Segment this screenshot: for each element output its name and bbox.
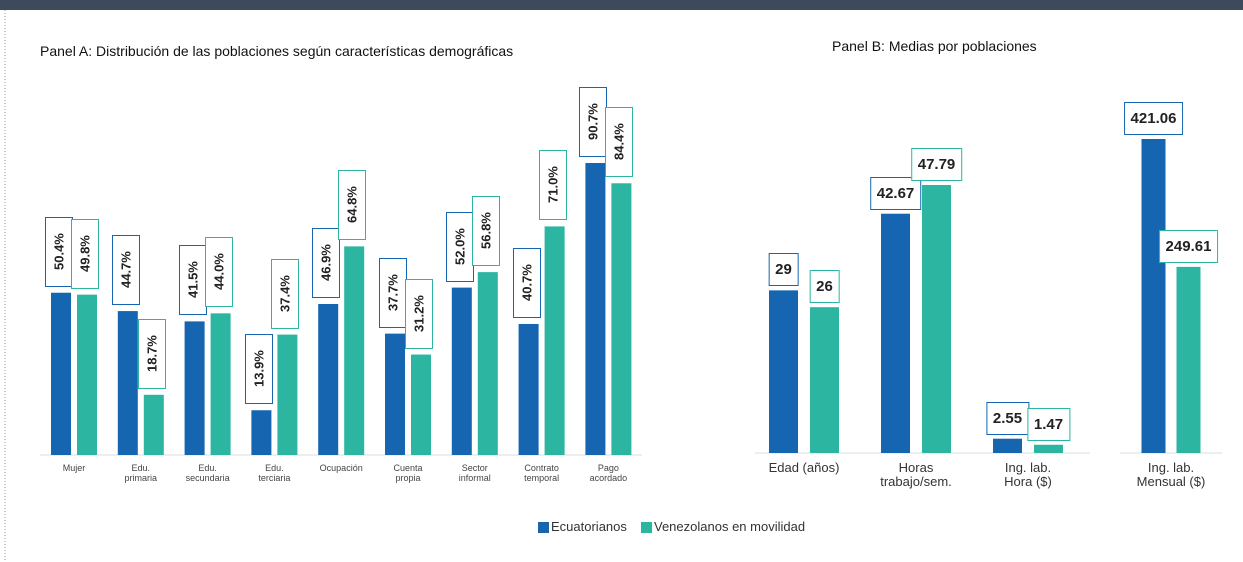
- bar: [210, 313, 231, 455]
- bar: [385, 333, 405, 455]
- data-label: 1.47: [1026, 407, 1071, 441]
- x-tick-label: Ing. lab. Mensual ($): [1136, 460, 1206, 489]
- data-label: 13.9%: [245, 334, 274, 405]
- data-label: 64.8%: [338, 170, 367, 241]
- x-tick-label: Mujer: [62, 463, 86, 473]
- data-label: 421.06: [1123, 102, 1184, 135]
- data-label: 41.5%: [178, 245, 207, 316]
- data-label: 49.8%: [71, 218, 99, 289]
- data-label: 18.7%: [137, 318, 166, 389]
- top-bar: [0, 0, 1243, 10]
- x-tick-label: Pago acordado: [589, 463, 628, 483]
- data-label: 84.4%: [605, 107, 634, 178]
- data-label: 29: [768, 253, 799, 287]
- data-label: 50.4%: [45, 216, 73, 287]
- bar: [1141, 139, 1166, 453]
- x-tick-label: Horas trabajo/sem.: [880, 460, 952, 489]
- bar: [77, 294, 97, 455]
- bar: [769, 290, 798, 453]
- x-tick-label: Edad (años): [768, 460, 840, 475]
- x-tick-label: Edu. terciaria: [258, 463, 291, 483]
- x-tick-label: Edu. secundaria: [185, 463, 230, 483]
- bar: [881, 213, 910, 453]
- bar: [411, 354, 431, 455]
- bar: [51, 292, 71, 455]
- data-label: 44.7%: [111, 235, 140, 306]
- bar: [143, 394, 164, 455]
- data-label: 37.4%: [271, 258, 300, 329]
- bar: [810, 307, 839, 453]
- bar: [251, 410, 272, 455]
- data-label: 90.7%: [579, 87, 608, 157]
- x-tick-label: Cuenta propia: [393, 463, 423, 483]
- bar: [1176, 266, 1201, 453]
- bar: [585, 163, 606, 455]
- data-label: 40.7%: [512, 247, 541, 318]
- x-tick-label: Sector informal: [458, 463, 491, 483]
- data-label: 42.67: [869, 176, 922, 210]
- data-label: 47.79: [910, 148, 963, 181]
- bar: [477, 272, 498, 455]
- bar: [344, 246, 365, 455]
- data-label: 37.7%: [379, 257, 407, 328]
- bar: [318, 304, 339, 455]
- legend-swatch: [641, 522, 652, 533]
- bar: [117, 311, 138, 455]
- x-tick-label: Ocupación: [319, 463, 363, 473]
- bar: [184, 321, 205, 455]
- bar: [922, 185, 951, 453]
- x-tick-label: Edu. primaria: [124, 463, 158, 483]
- panel-b-title: Panel B: Medias por poblaciones: [832, 38, 1037, 54]
- x-tick-label: Contrato temporal: [524, 463, 560, 483]
- bar: [611, 183, 632, 456]
- data-label: 26: [809, 270, 840, 304]
- data-label: 71.0%: [538, 150, 567, 221]
- data-label: 56.8%: [471, 196, 500, 267]
- bar: [518, 323, 539, 455]
- data-label: 249.61: [1158, 229, 1219, 263]
- bar: [993, 438, 1022, 453]
- legend-label: Ecuatorianos: [551, 519, 627, 534]
- bar: [1034, 444, 1063, 453]
- legend-swatch: [538, 522, 549, 533]
- legend-label: Venezolanos en movilidad: [654, 519, 806, 534]
- data-label: 44.0%: [204, 237, 233, 308]
- panel-a-title: Panel A: Distribución de las poblaciones…: [40, 43, 514, 59]
- data-label: 46.9%: [312, 228, 341, 298]
- x-tick-label: Ing. lab. Hora ($): [1004, 460, 1052, 489]
- data-label: 31.2%: [405, 278, 433, 349]
- data-label: 52.0%: [445, 211, 474, 282]
- bar: [277, 334, 298, 455]
- bar: [451, 287, 472, 455]
- bar: [544, 226, 565, 455]
- data-label: 2.55: [985, 401, 1030, 435]
